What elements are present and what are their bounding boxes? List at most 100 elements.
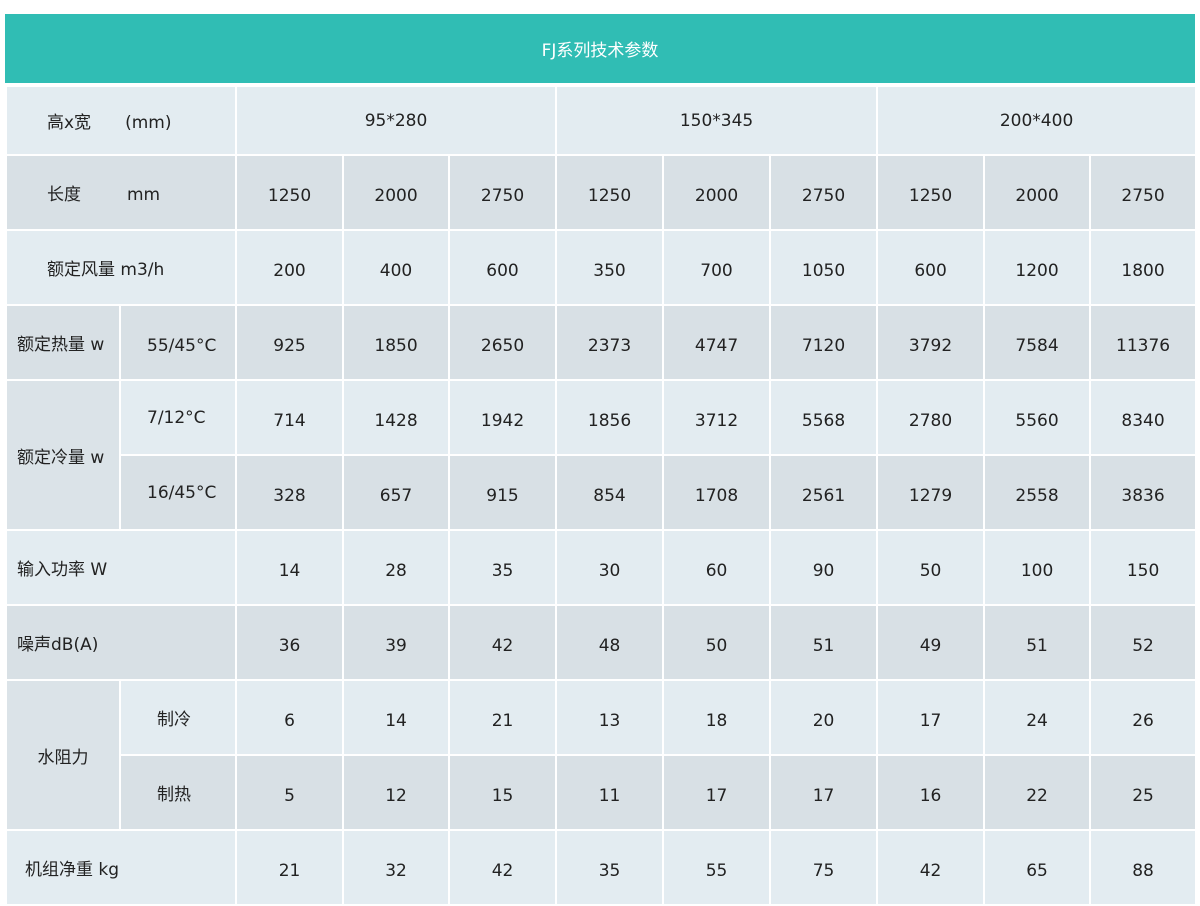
length-label-text: 长度 (47, 185, 81, 205)
value-cell: 1708 (662, 454, 772, 531)
value-cell: 50 (662, 604, 772, 681)
spec-table: 高x宽 (mm) 95*280 150*345 200*400 长度 mm 1250 2000 2… (4, 85, 1198, 906)
cooling-label: 额定冷量 w (5, 379, 121, 531)
value-cell: 30 (555, 529, 665, 606)
value-cell: 1850 (342, 304, 451, 381)
value-cell: 14 (342, 679, 451, 756)
value-cell: 854 (555, 454, 665, 531)
value-cell: 35 (448, 529, 558, 606)
value-cell: 51 (983, 604, 1092, 681)
value-cell: 21 (235, 829, 345, 906)
value-cell: 150 (1089, 529, 1198, 606)
cooling-condition: 7/12°C (118, 379, 238, 456)
value-cell: 2000 (662, 154, 772, 231)
value-cell: 42 (448, 829, 558, 906)
value-cell: 2000 (342, 154, 451, 231)
value-cell: 2780 (876, 379, 986, 456)
value-cell: 42 (448, 604, 558, 681)
table-row-heating: 额定热量 w 55/45°C 925 1850 2650 2373 4747 7120 3792… (5, 304, 1198, 381)
value-cell: 12 (342, 754, 451, 831)
value-cell: 2650 (448, 304, 558, 381)
table-row-power: 输入功率 W 14 28 35 30 60 90 50 100 150 (4, 529, 1198, 606)
table-row-noise: 噪声dB(A) 36 39 42 48 50 51 49 51 52 (4, 604, 1198, 681)
value-cell: 26 (1089, 679, 1198, 756)
value-cell: 28 (342, 529, 451, 606)
value-cell: 2750 (448, 154, 558, 231)
size-group-header: 95*280 (235, 85, 558, 156)
value-cell: 39 (342, 604, 451, 681)
value-cell: 21 (448, 679, 558, 756)
table-row-length: 长度 mm 1250 2000 2750 1250 2000 2750 1250 2000 2750 (4, 154, 1198, 231)
value-cell: 4747 (662, 304, 772, 381)
value-cell: 7120 (769, 304, 879, 381)
value-cell: 52 (1089, 604, 1198, 681)
value-cell: 6 (235, 679, 345, 756)
value-cell: 1250 (876, 154, 986, 231)
spec-table-container: FJ系列技术参数 高x宽 (mm) 95*280 150*345 200*400 长度 mm… (4, 14, 1198, 906)
value-cell: 1250 (555, 154, 665, 231)
value-cell: 13 (555, 679, 665, 756)
value-cell: 700 (662, 229, 772, 306)
value-cell: 50 (876, 529, 986, 606)
size-unit: (mm) (125, 113, 172, 133)
value-cell: 35 (555, 829, 665, 906)
value-cell: 1250 (235, 154, 345, 231)
power-label: 输入功率 W (4, 529, 238, 606)
cooling-condition: 16/45°C (118, 454, 238, 531)
table-title: FJ系列技术参数 (5, 14, 1195, 85)
value-cell: 2000 (983, 154, 1092, 231)
value-cell: 60 (662, 529, 772, 606)
table-row-size: 高x宽 (mm) 95*280 150*345 200*400 (4, 85, 1198, 156)
value-cell: 16 (876, 754, 986, 831)
value-cell: 600 (876, 229, 986, 306)
value-cell: 7584 (983, 304, 1092, 381)
value-cell: 20 (769, 679, 879, 756)
value-cell: 5 (235, 754, 345, 831)
value-cell: 15 (448, 754, 558, 831)
value-cell: 8340 (1089, 379, 1198, 456)
value-cell: 3712 (662, 379, 772, 456)
value-cell: 1050 (769, 229, 879, 306)
size-group-header: 150*345 (555, 85, 879, 156)
value-cell: 11376 (1089, 304, 1198, 381)
weight-label: 机组净重 kg (4, 829, 238, 906)
value-cell: 24 (983, 679, 1092, 756)
value-cell: 100 (983, 529, 1092, 606)
water-condition: 制冷 (118, 679, 238, 756)
water-resistance-label: 水阻力 (5, 679, 121, 831)
value-cell: 36 (235, 604, 345, 681)
value-cell: 1856 (555, 379, 665, 456)
value-cell: 5568 (769, 379, 879, 456)
value-cell: 14 (235, 529, 345, 606)
value-cell: 51 (769, 604, 879, 681)
size-group-header: 200*400 (876, 85, 1198, 156)
value-cell: 11 (555, 754, 665, 831)
value-cell: 17 (662, 754, 772, 831)
value-cell: 600 (448, 229, 558, 306)
value-cell: 65 (983, 829, 1092, 906)
heating-condition: 55/45°C (118, 304, 238, 381)
value-cell: 88 (1089, 829, 1198, 906)
value-cell: 3836 (1089, 454, 1198, 531)
heating-label: 额定热量 w (5, 304, 121, 381)
value-cell: 2373 (555, 304, 665, 381)
value-cell: 714 (235, 379, 345, 456)
value-cell: 18 (662, 679, 772, 756)
value-cell: 328 (235, 454, 345, 531)
size-label-text: 高x宽 (47, 113, 92, 133)
size-label: 高x宽 (mm) (4, 85, 238, 156)
value-cell: 32 (342, 829, 451, 906)
value-cell: 915 (448, 454, 558, 531)
value-cell: 55 (662, 829, 772, 906)
water-condition: 制热 (118, 754, 238, 831)
value-cell: 22 (983, 754, 1092, 831)
value-cell: 200 (235, 229, 345, 306)
value-cell: 1800 (1089, 229, 1198, 306)
value-cell: 5560 (983, 379, 1092, 456)
value-cell: 90 (769, 529, 879, 606)
value-cell: 1942 (448, 379, 558, 456)
airflow-label: 额定风量 m3/h (4, 229, 238, 306)
table-row-water-1: 水阻力 制冷 6 14 21 13 18 20 17 24 26 (5, 679, 1198, 831)
value-cell: 2558 (983, 454, 1092, 531)
value-cell: 25 (1089, 754, 1198, 831)
